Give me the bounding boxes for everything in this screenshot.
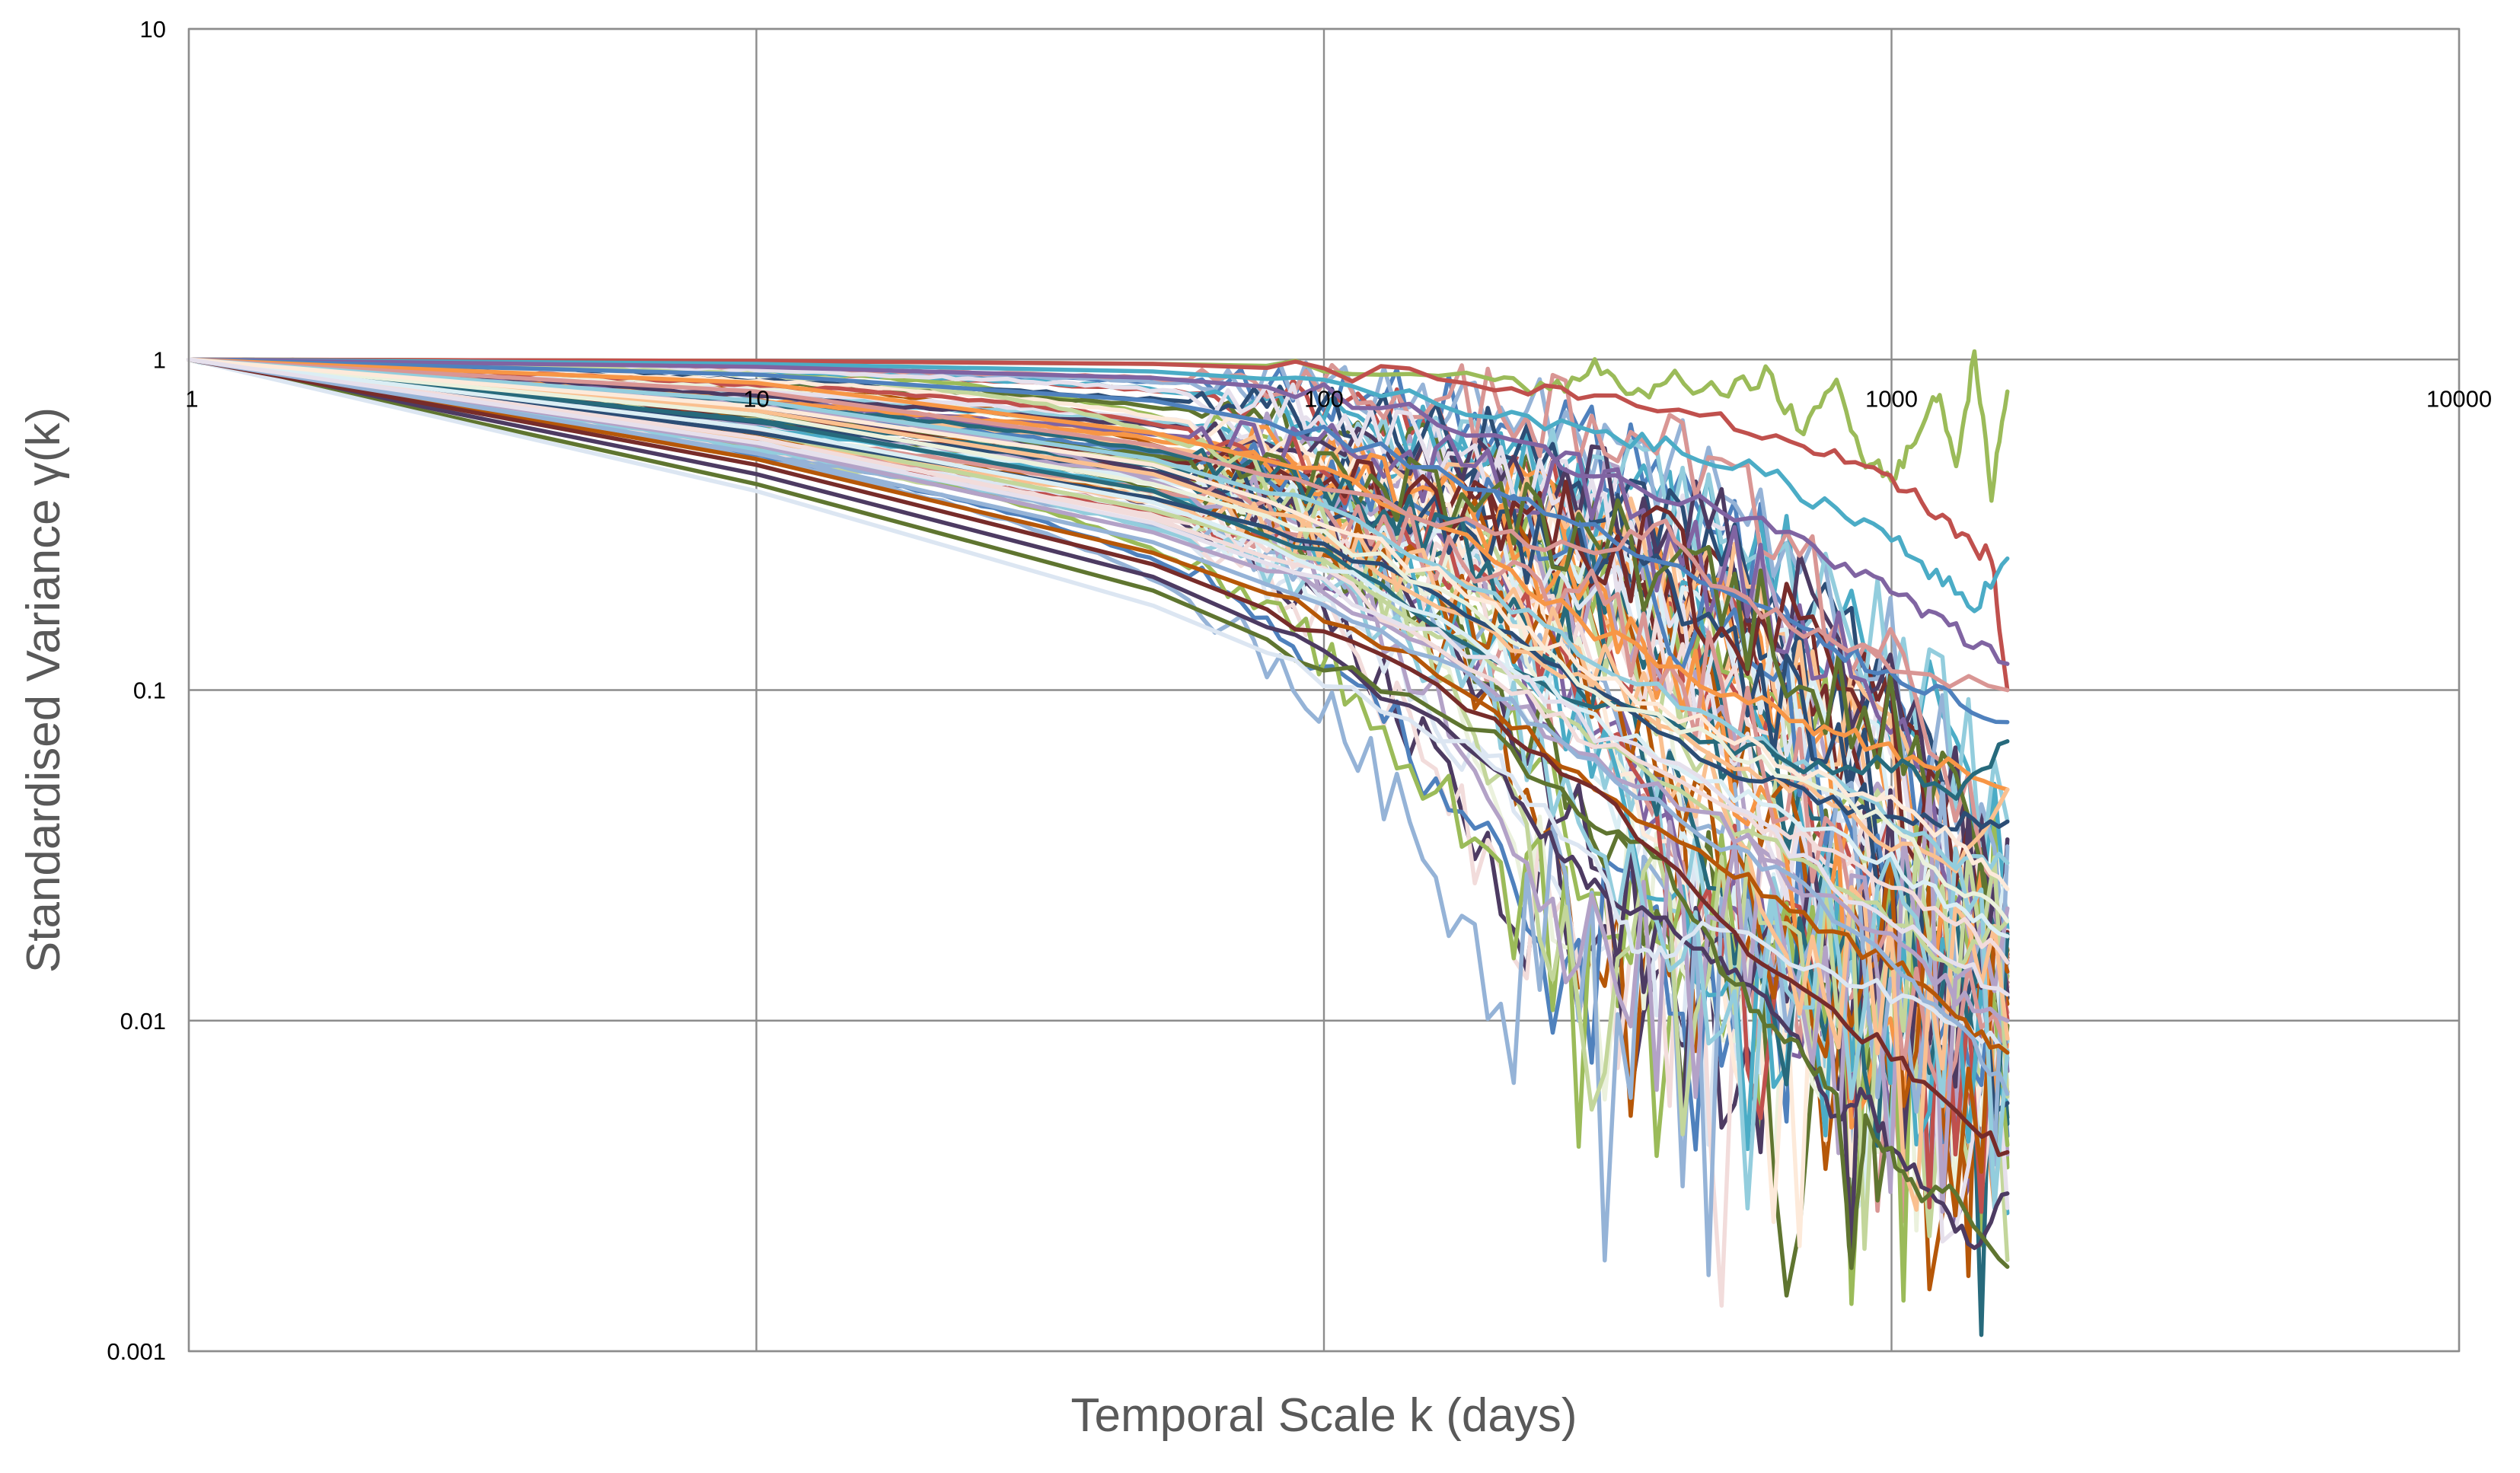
series-line-main-1 xyxy=(187,357,2010,693)
x-tick-label: 1000 xyxy=(1865,385,1918,412)
series-line-main-5 xyxy=(187,357,2010,792)
y-axis-title: Standardised Variance γ(k) xyxy=(18,407,70,973)
series-line-main-16 xyxy=(187,357,2010,1158)
series-line-main-23 xyxy=(187,357,2010,997)
series-line-main-12 xyxy=(187,357,2010,871)
series-line-main-18 xyxy=(187,357,2010,1096)
x-axis-title: Temporal Scale k (days) xyxy=(1070,1389,1577,1442)
series-line-main-21 xyxy=(187,357,2010,939)
series-line-main-14 xyxy=(187,357,2010,801)
series-group xyxy=(187,349,2010,1337)
series-line-main-22 xyxy=(187,357,2010,891)
series-line-main-19 xyxy=(187,357,2010,965)
y-tick-label: 1 xyxy=(153,346,166,373)
y-tick-label: 10 xyxy=(140,16,166,43)
x-tick-label: 10 xyxy=(743,385,769,412)
series-line-main-13 xyxy=(187,357,2010,1023)
x-tick-label: 100 xyxy=(1304,385,1344,412)
y-tick-label: 0.001 xyxy=(107,1338,166,1365)
series-line-main-20 xyxy=(187,357,2010,923)
series-line-main-0 xyxy=(187,349,2010,503)
y-tick-label: 0.01 xyxy=(120,1008,166,1035)
series-line-main-3 xyxy=(187,357,2010,666)
series-line-main-7 xyxy=(187,357,2010,1251)
series-line-main-9 xyxy=(187,357,2010,1055)
series-line-main-2 xyxy=(187,357,2010,614)
y-axis-ticks: 0.001 0.01 0.1 1 10 xyxy=(107,16,166,1365)
x-axis-ticks: 1 10 100 1000 10000 xyxy=(185,385,2492,412)
x-tick-label: 1 xyxy=(185,385,198,412)
series-line-main-6 xyxy=(187,357,2010,693)
plot-area-frame xyxy=(187,27,2461,1353)
x-tick-label: 10000 xyxy=(2426,385,2492,412)
y-tick-label: 0.1 xyxy=(133,678,166,704)
series-line-main-8 xyxy=(187,357,2010,1271)
